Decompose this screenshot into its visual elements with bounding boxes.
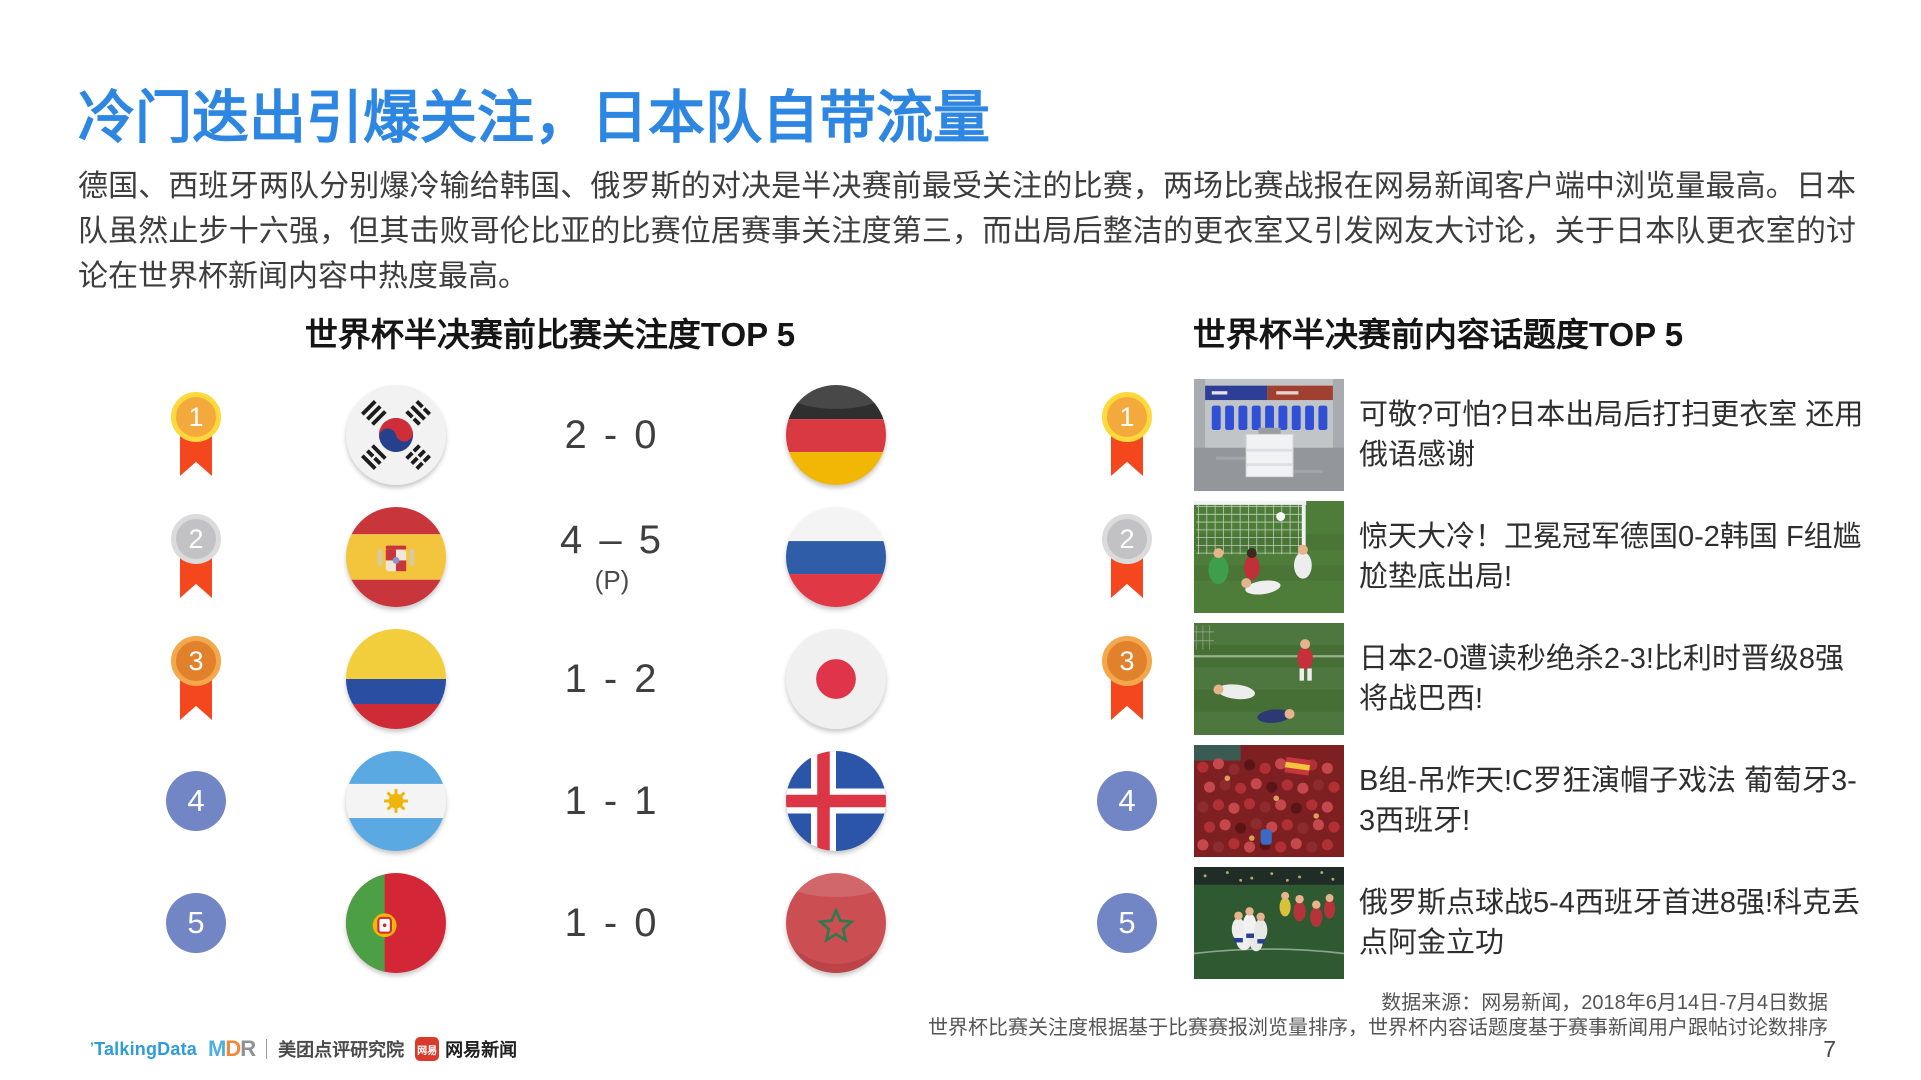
match-score: 4 – 5 (560, 518, 664, 562)
flag-portugal-icon (346, 873, 446, 973)
netease-app-icon: 网易 (415, 1037, 440, 1061)
netease-news-label: 网易新闻 (445, 1040, 518, 1060)
bronze-medal-icon: 3 (1102, 636, 1152, 724)
page-title: 冷门迭出引爆关注，日本队自带流量 (78, 86, 990, 150)
match-row-1: 1 2 - 0 (130, 374, 920, 496)
flag-colombia-icon (346, 629, 446, 729)
article-headline: 日本2-0遭读秒绝杀2-3!比利时晋级8强将战巴西! (1359, 618, 1864, 740)
gold-medal-icon: 1 (171, 392, 221, 480)
match-row-5: 5 1 - 0 (130, 862, 920, 984)
rank-badge: 4 (1097, 771, 1157, 831)
mdr-letter-m: M (207, 1036, 226, 1061)
headline-text: 惊天大冷！卫冕冠军德国0-2韩国 F组尴尬垫底出局! (1359, 520, 1862, 593)
silver-medal-icon: 2 (1102, 514, 1152, 602)
flag-russia-icon (786, 507, 886, 607)
article-thumbnail-japan-belgium (1194, 623, 1344, 735)
topic-row-5: 5 俄罗斯点球战5-4西班牙首进8强!科克丢点阿金立功 (1096, 862, 1866, 984)
rank-number: 3 (1102, 636, 1152, 686)
score-block: 1 - 0 (512, 862, 712, 984)
article-headline: B组-吊炸天!C罗狂演帽子戏法 葡萄牙3-3西班牙! (1359, 740, 1864, 862)
mdr-logo: MDR (207, 1036, 256, 1062)
topic-row-1: 1 可敬?可怕?日本出局后打扫更衣室 还用俄语感谢 (1096, 374, 1866, 496)
talkingdata-tick: ’ (90, 1038, 95, 1055)
article-thumbnail-locker-room (1194, 379, 1344, 491)
score-block: 4 – 5 (P) (512, 496, 712, 618)
headline-text: B组-吊炸天!C罗狂演帽子戏法 葡萄牙3-3西班牙! (1359, 764, 1857, 837)
flag-germany-icon (786, 385, 886, 485)
headline-text: 可敬?可怕?日本出局后打扫更衣室 还用俄语感谢 (1359, 398, 1864, 471)
article-thumbnail-portugal-spain-fans (1194, 745, 1344, 857)
rank-number: 1 (1102, 392, 1152, 442)
topic-row-2: 2 惊天大冷！卫冕冠军德国0-2韩国 F组尴尬垫底出局! (1096, 496, 1866, 618)
score-block: 2 - 0 (512, 374, 712, 496)
talkingdata-logo: ’TalkingData (90, 1039, 197, 1060)
flag-argentina-icon (346, 751, 446, 851)
headline-text: 日本2-0遭读秒绝杀2-3!比利时晋级8强将战巴西! (1359, 642, 1845, 715)
gold-medal-icon: 1 (1102, 392, 1152, 480)
rank-badge: 5 (166, 893, 226, 953)
article-thumbnail-russia-celebration (1194, 867, 1344, 979)
source-note-line2: 世界杯比赛关注度根据基于比赛赛报浏览量排序，世界杯内容话题度基于赛事新闻用户跟帖… (928, 1017, 1828, 1039)
article-thumbnail-germany-korea-goal (1194, 501, 1344, 613)
headline-text: 俄罗斯点球战5-4西班牙首进8强!科克丢点阿金立功 (1359, 886, 1861, 959)
right-panel-header: 世界杯半决赛前内容话题度TOP 5 (1192, 316, 1684, 353)
flag-morocco-icon (786, 873, 886, 973)
article-headline: 俄罗斯点球战5-4西班牙首进8强!科克丢点阿金立功 (1359, 862, 1864, 984)
match-row-4: 4 1 - 1 (130, 740, 920, 862)
flag-iceland-icon (786, 751, 886, 851)
mdr-letter-r: R (240, 1036, 256, 1061)
match-row-3: 3 1 - 2 (130, 618, 920, 740)
page-number: 7 (1823, 1036, 1836, 1062)
netease-logo: 网易 网易新闻 (415, 1036, 517, 1062)
rank-number: 1 (171, 392, 221, 442)
penalty-note: (P) (594, 565, 630, 595)
rank-badge: 4 (166, 771, 226, 831)
match-row-2: 2 4 – 5 (P) (130, 496, 920, 618)
score-block: 1 - 1 (512, 740, 712, 862)
rank-number: 2 (1102, 514, 1152, 564)
score-block: 1 - 2 (512, 618, 712, 740)
topic-row-3: 3 日本2-0遭读秒绝杀2-3!比利时晋级8强将战巴西! (1096, 618, 1866, 740)
source-note-line1: 数据来源：网易新闻，2018年6月14日-7月4日数据 (1381, 992, 1828, 1014)
article-headline: 惊天大冷！卫冕冠军德国0-2韩国 F组尴尬垫底出局! (1359, 496, 1864, 618)
match-score: 1 - 0 (564, 900, 660, 945)
flag-south-korea-icon (346, 385, 446, 485)
footer-logos: ’TalkingData MDR 美团点评研究院 网易 网易新闻 (90, 1036, 517, 1062)
match-score: 1 - 2 (564, 656, 660, 701)
article-headline: 可敬?可怕?日本出局后打扫更衣室 还用俄语感谢 (1359, 374, 1864, 496)
meituan-research-label: 美团点评研究院 (278, 1040, 405, 1060)
flag-japan-icon (786, 629, 886, 729)
talkingdata-wordmark: TalkingData (94, 1038, 197, 1059)
match-score: 2 - 0 (564, 412, 660, 457)
flag-spain-icon (346, 507, 446, 607)
intro-text: 德国、西班牙两队分别爆冷输给韩国、俄罗斯的对决是半决赛前最受关注的比赛，两场比赛… (78, 170, 1856, 293)
rank-number: 2 (171, 514, 221, 564)
rank-badge: 5 (1097, 893, 1157, 953)
topic-row-4: 4 B组-吊炸天!C罗狂演帽子戏法 葡萄牙3-3西班牙! (1096, 740, 1866, 862)
mdr-letter-d: D (225, 1036, 241, 1061)
bronze-medal-icon: 3 (171, 636, 221, 724)
left-panel-header: 世界杯半决赛前比赛关注度TOP 5 (304, 316, 796, 353)
rank-number: 3 (171, 636, 221, 686)
match-score: 1 - 1 (564, 778, 660, 823)
silver-medal-icon: 2 (171, 514, 221, 602)
logo-divider (266, 1039, 268, 1059)
